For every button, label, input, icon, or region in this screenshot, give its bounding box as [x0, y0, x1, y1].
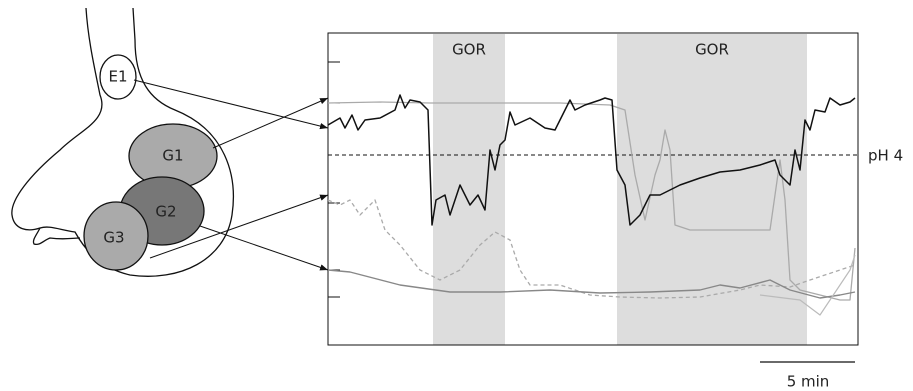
trace-g3: [327, 199, 856, 299]
trace-g1: [327, 94, 856, 226]
band-label: GOR: [695, 41, 729, 59]
label-g3: G3: [103, 229, 124, 247]
sensor-g3: [83, 201, 149, 271]
label-g1: G1: [162, 147, 183, 165]
trace-e1: [327, 101, 856, 301]
sensors: [83, 54, 218, 271]
label-g2: G2: [155, 203, 176, 221]
gor-band: [617, 34, 807, 345]
trace-g2: [327, 269, 856, 299]
band-label: GOR: [452, 41, 486, 59]
sensor-e1: [99, 54, 137, 100]
trace-extra: [759, 254, 856, 316]
arrows: [133, 79, 329, 271]
stomach: [11, 7, 234, 277]
ticks: [328, 61, 340, 298]
scale-bar-label: 5 min: [787, 373, 830, 391]
plot-frame: [327, 32, 859, 346]
label-e1: E1: [108, 68, 127, 86]
gor-band: [433, 34, 505, 345]
threshold-label: pH 4: [868, 147, 903, 165]
